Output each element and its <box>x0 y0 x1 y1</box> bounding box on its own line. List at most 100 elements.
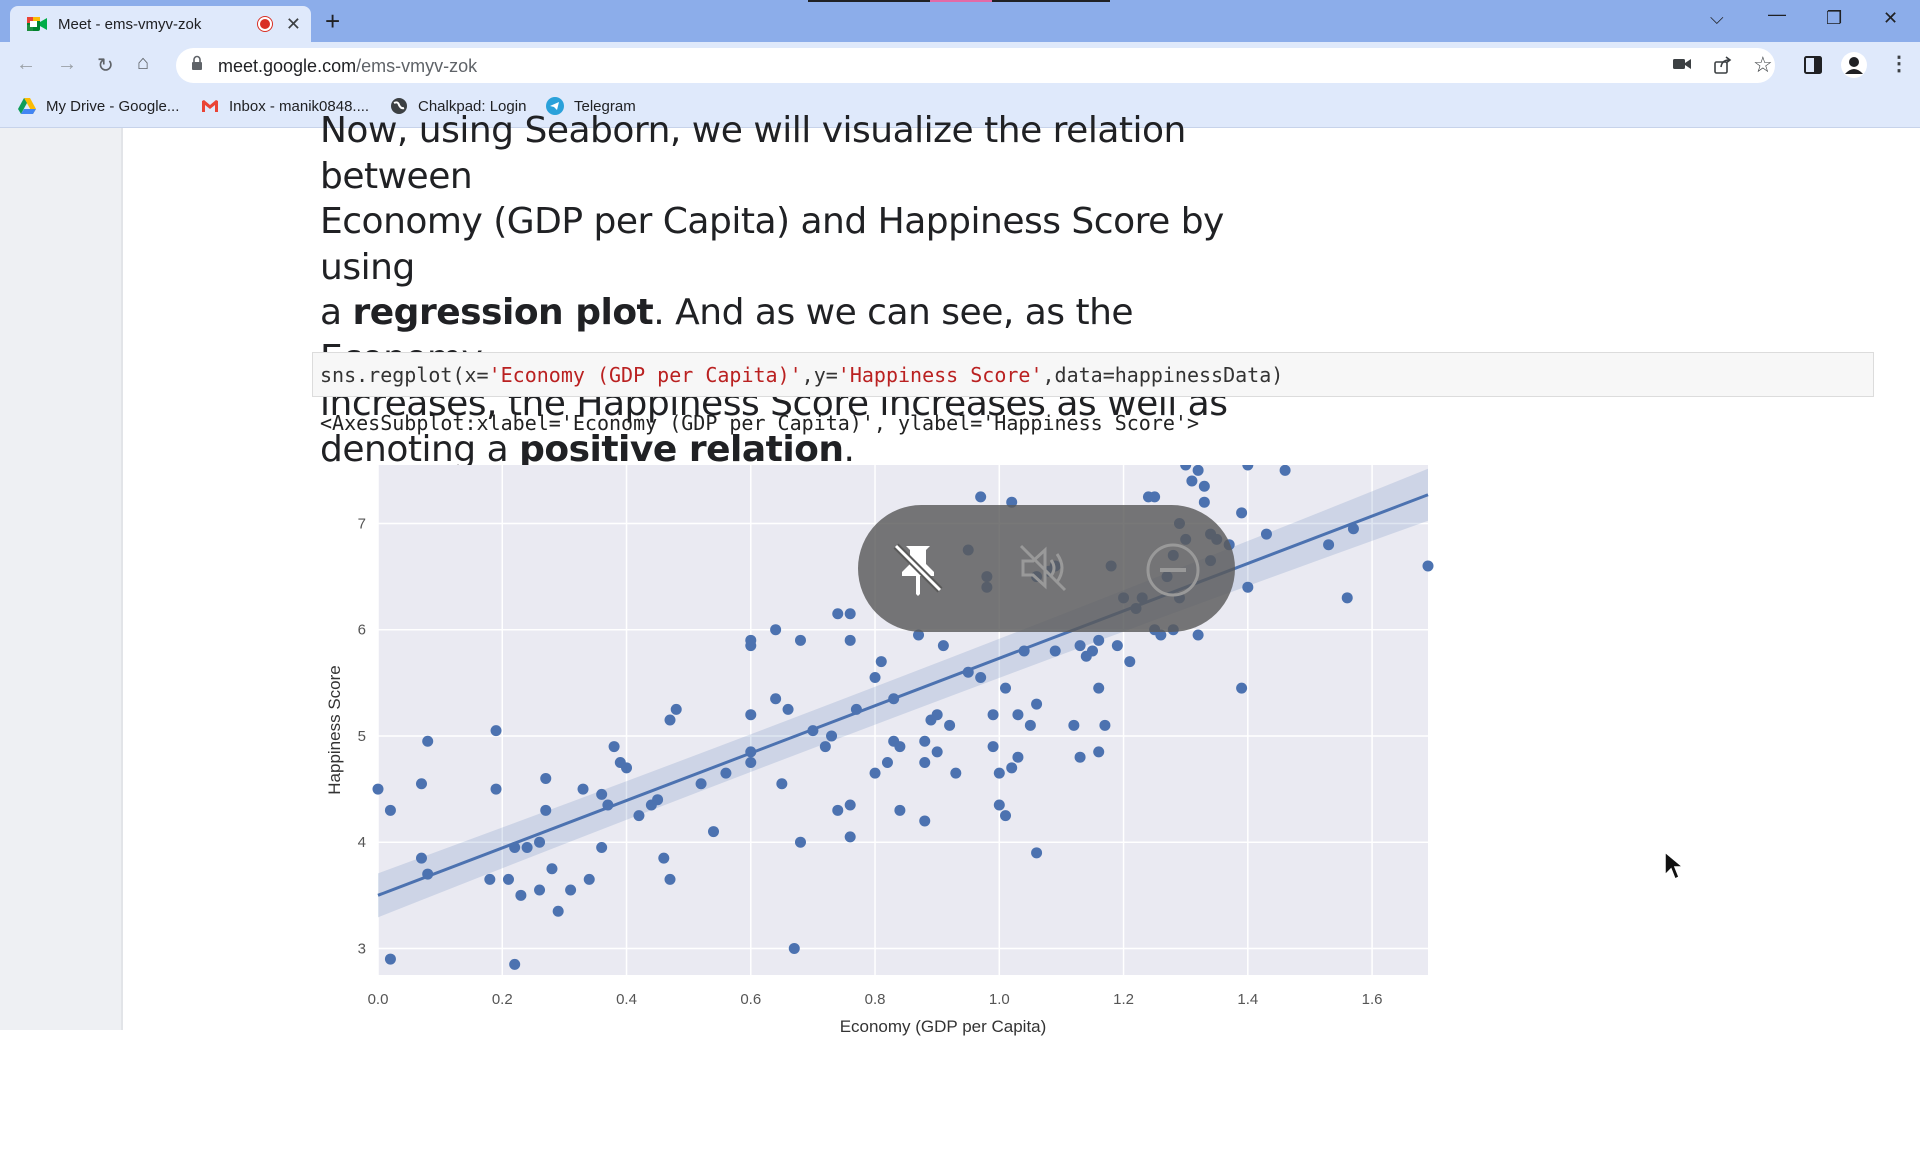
data-point <box>1031 847 1043 859</box>
data-point <box>844 799 856 811</box>
bookmark-my-drive[interactable]: My Drive - Google... <box>18 97 179 115</box>
address-bar[interactable]: meet.google.com/ems-vmyv-zok <box>176 48 1775 83</box>
data-point <box>944 719 956 731</box>
menu-kebab-icon[interactable]: ⋮ <box>1889 53 1909 75</box>
y-tick-label: 6 <box>358 622 366 639</box>
camera-icon[interactable] <box>1673 57 1691 71</box>
data-point <box>1068 719 1080 731</box>
data-point <box>869 767 881 779</box>
bookmark-telegram[interactable]: Telegram <box>546 97 636 115</box>
bookmark-label: Inbox - manik0848.... <box>229 97 370 115</box>
code-cell[interactable]: sns.regplot(x='Economy (GDP per Capita)'… <box>312 352 1874 397</box>
data-point <box>521 842 533 853</box>
home-icon[interactable]: ⌂ <box>137 52 150 74</box>
gmail-icon <box>202 100 218 112</box>
screen-share-indicator <box>808 0 1110 2</box>
volume-off-icon[interactable] <box>1013 538 1073 598</box>
data-point <box>664 714 676 726</box>
x-tick-label: 0.4 <box>616 991 637 1008</box>
data-point <box>484 873 496 885</box>
data-point <box>708 826 720 838</box>
data-point <box>670 703 682 715</box>
data-point <box>832 804 844 816</box>
profile-avatar-icon[interactable] <box>1841 52 1867 78</box>
restore-icon[interactable]: ❐ <box>1826 8 1843 28</box>
back-icon[interactable]: ← <box>16 53 36 75</box>
data-point <box>633 810 645 822</box>
data-point <box>1155 629 1167 641</box>
data-point <box>546 863 558 875</box>
x-tick-label: 0.0 <box>368 991 389 1008</box>
data-point <box>770 624 782 636</box>
data-point <box>987 741 999 753</box>
x-tick-label: 1.2 <box>1113 991 1134 1008</box>
data-point <box>1323 539 1335 551</box>
data-point <box>1093 746 1105 758</box>
data-point <box>819 741 831 753</box>
close-window-icon[interactable]: ✕ <box>1883 8 1899 28</box>
data-point <box>869 672 881 683</box>
data-point <box>950 767 962 779</box>
reload-icon[interactable]: ↻ <box>97 55 114 77</box>
data-point <box>509 958 521 970</box>
data-point <box>1093 682 1105 694</box>
para-text: . <box>843 428 855 470</box>
data-point <box>415 852 427 864</box>
forward-icon[interactable]: → <box>57 53 77 75</box>
data-point <box>565 884 577 896</box>
data-point <box>384 953 396 965</box>
data-point <box>1186 475 1198 487</box>
data-point <box>1024 719 1036 731</box>
data-point <box>745 757 757 768</box>
data-point <box>540 804 552 816</box>
bookmark-chalkpad[interactable]: Chalkpad: Login <box>390 97 526 115</box>
data-point <box>1099 719 1111 731</box>
data-point <box>913 629 925 641</box>
data-point <box>577 783 589 795</box>
tab-strip: Meet - ems-vmyv-zok ✕ + ⌵ — ❐ ✕ <box>0 0 1920 42</box>
remove-icon[interactable] <box>1144 541 1202 599</box>
telegram-icon <box>546 97 564 115</box>
para-text: a <box>320 292 353 333</box>
para-line-5: denoting a positive relation. <box>320 427 1300 473</box>
tab-search-icon[interactable]: ⌵ <box>1710 8 1724 28</box>
new-tab-button[interactable]: + <box>325 6 341 36</box>
bookmarks-bar: My Drive - Google... Inbox - manik0848..… <box>0 88 1920 128</box>
data-point <box>844 608 856 620</box>
data-point <box>1149 491 1161 503</box>
data-point <box>993 799 1005 811</box>
minimize-icon[interactable]: — <box>1768 4 1786 24</box>
data-point <box>720 767 732 779</box>
data-point <box>1049 645 1061 657</box>
code-string: 'Happiness Score' <box>837 363 1043 387</box>
tab-meet[interactable]: Meet - ems-vmyv-zok ✕ <box>10 6 311 42</box>
globe-icon <box>391 98 407 114</box>
side-panel-icon[interactable] <box>1804 56 1822 74</box>
google-drive-icon <box>18 98 36 114</box>
y-tick-label: 3 <box>358 940 366 957</box>
x-axis-label: Economy (GDP per Capita) <box>840 1017 1047 1036</box>
bookmark-gmail[interactable]: Inbox - manik0848.... <box>201 97 369 115</box>
y-tick-label: 7 <box>358 515 366 532</box>
data-point <box>1192 629 1204 641</box>
para-bold: regression plot <box>352 292 654 333</box>
data-point <box>975 491 987 503</box>
data-point <box>534 884 546 896</box>
data-point <box>1006 496 1018 508</box>
mouse-cursor-icon <box>1664 851 1685 881</box>
share-icon[interactable] <box>1714 56 1732 74</box>
data-point <box>490 783 502 795</box>
data-point <box>552 905 564 917</box>
data-point <box>1124 656 1136 668</box>
google-meet-icon <box>27 17 47 31</box>
data-point <box>1242 581 1254 593</box>
data-point <box>658 852 670 864</box>
pin-off-icon[interactable] <box>888 538 948 598</box>
data-point <box>1341 592 1353 604</box>
data-point <box>894 804 906 816</box>
data-point <box>794 634 806 646</box>
bookmark-label: My Drive - Google... <box>46 97 180 115</box>
bookmark-star-icon[interactable]: ☆ <box>1753 52 1773 77</box>
close-tab-icon[interactable]: ✕ <box>285 13 301 34</box>
data-point <box>1242 465 1254 471</box>
